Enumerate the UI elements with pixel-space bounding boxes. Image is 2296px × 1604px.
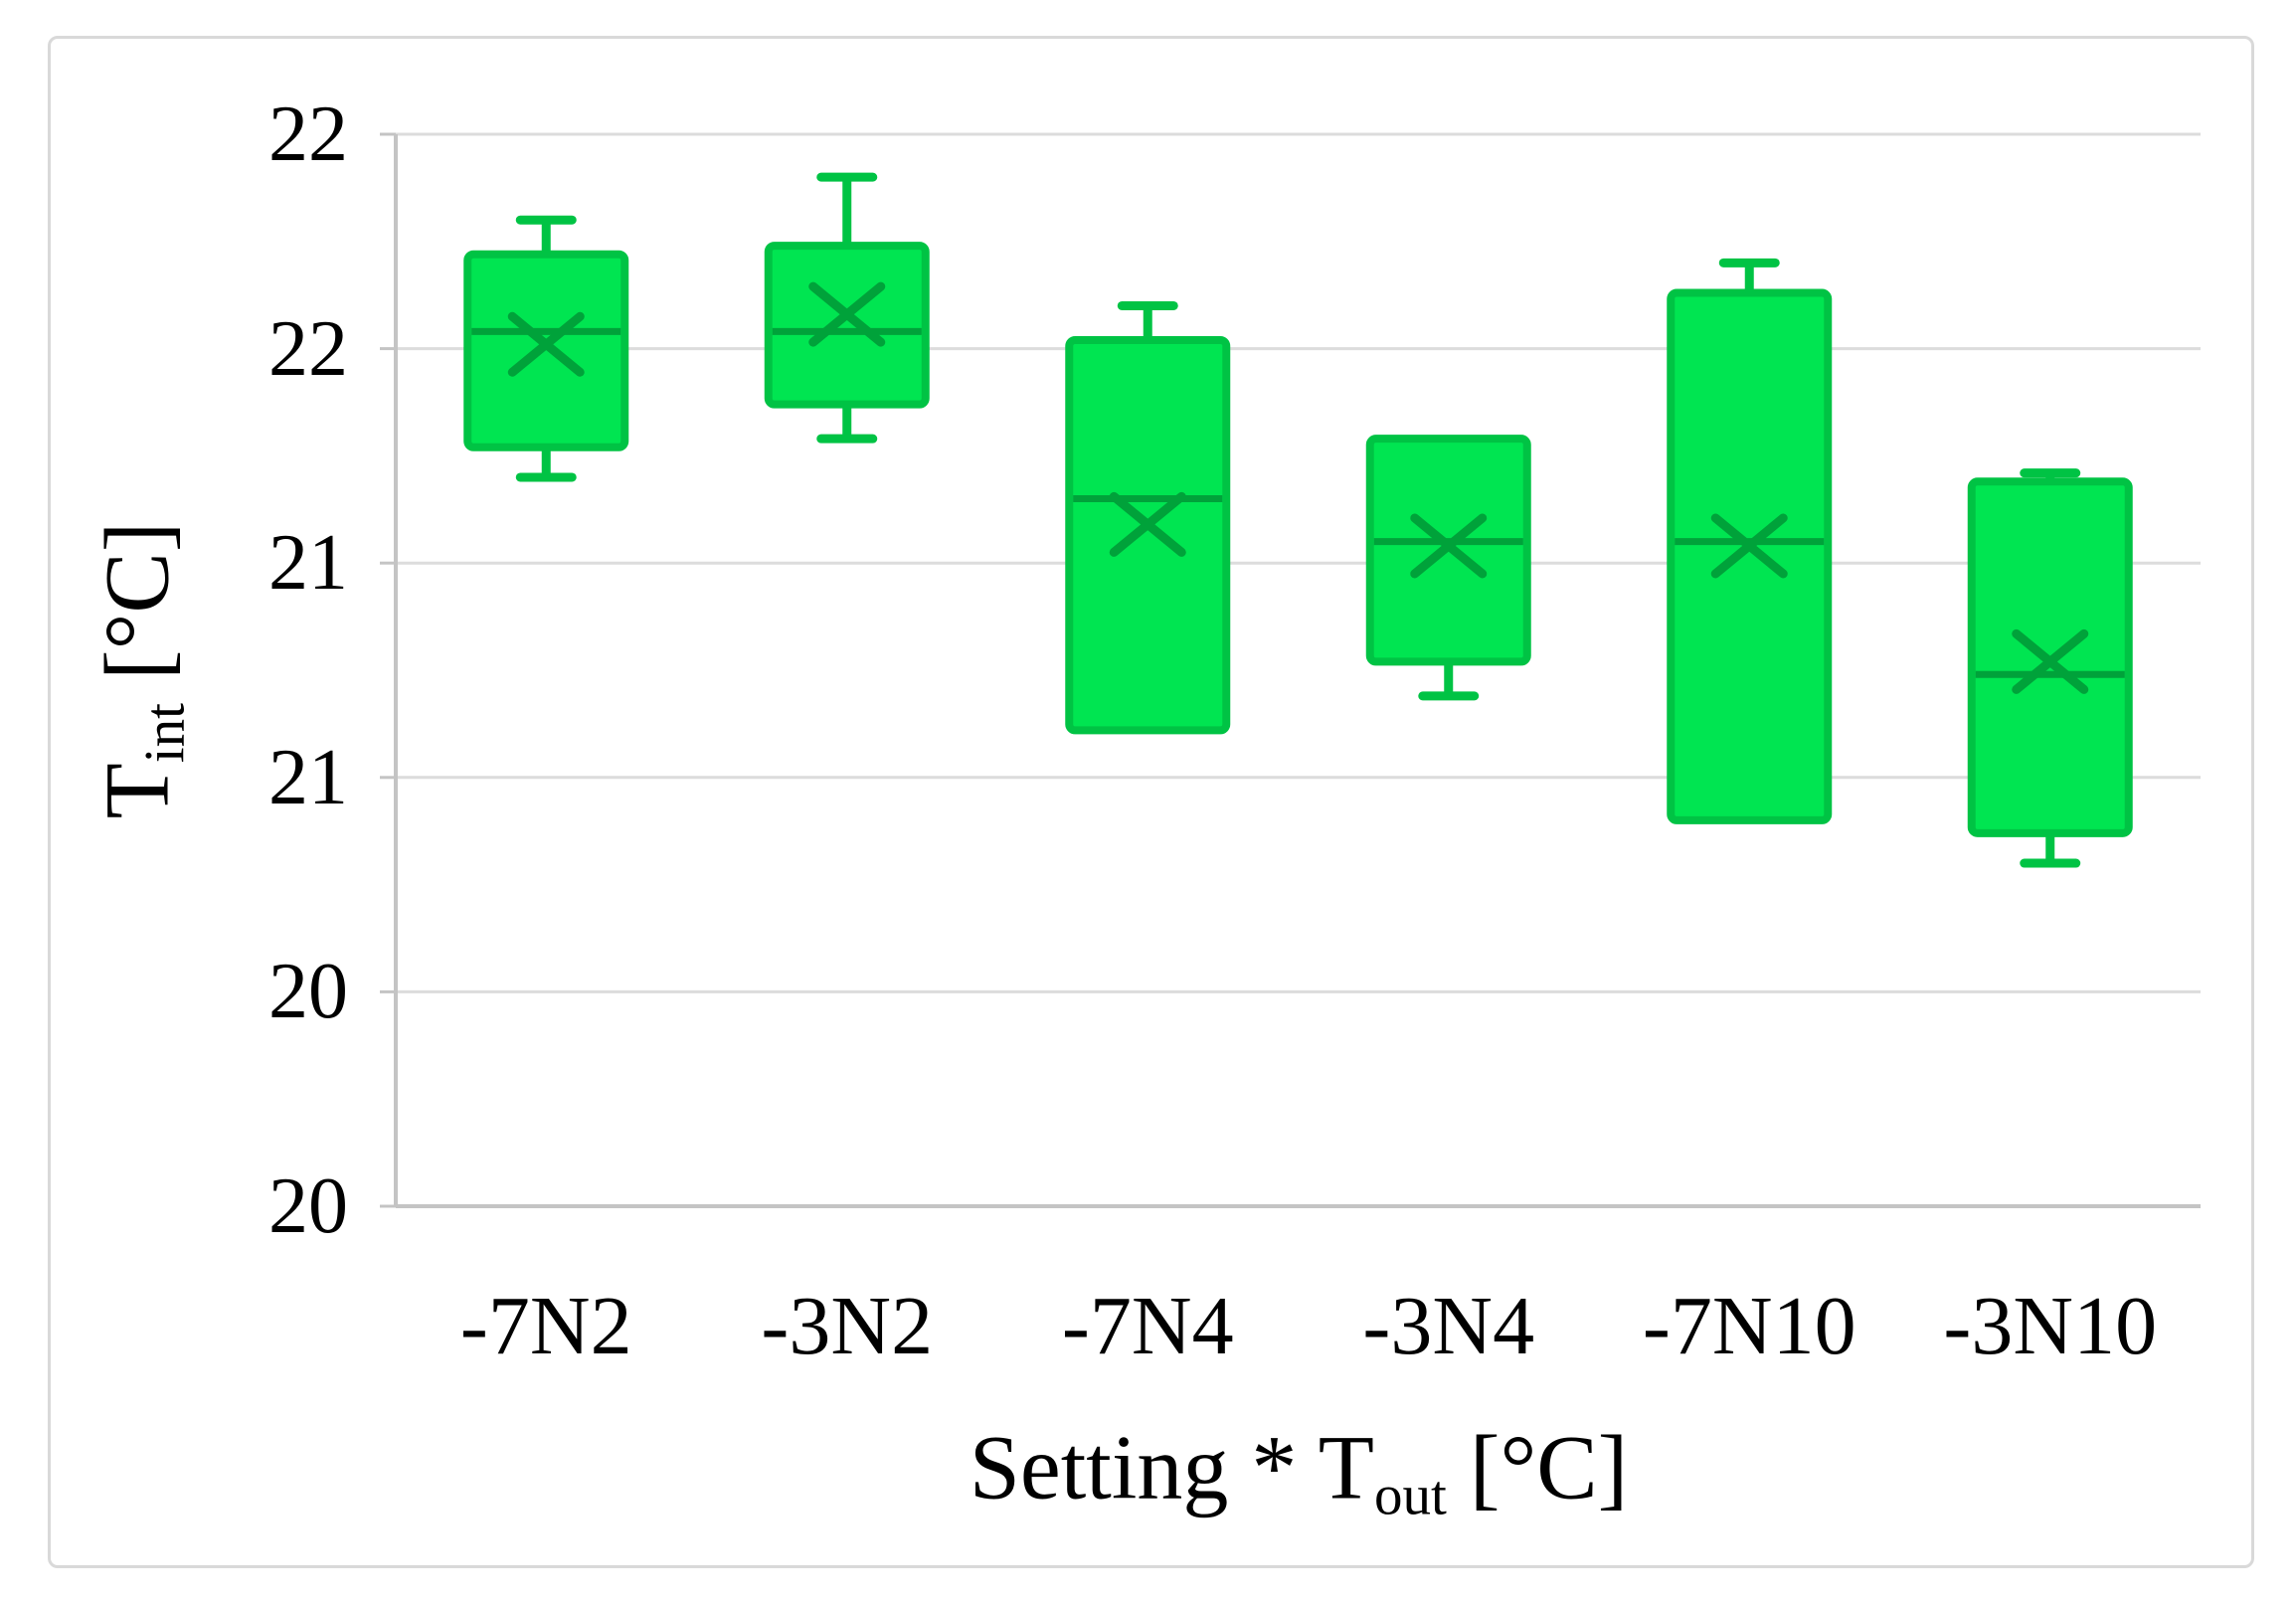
x-tick-label: -3N10 <box>1943 1280 2158 1372</box>
x-axis-title-base: Setting * T <box>969 1416 1374 1518</box>
iqr-box <box>1667 288 1833 824</box>
iqr-box <box>764 242 930 409</box>
mean-x-marker <box>2012 628 2089 694</box>
chart-frame <box>48 36 2254 1568</box>
y-tick-label: 21 <box>268 519 348 608</box>
x-tick-label: -3N2 <box>761 1280 934 1372</box>
y-axis-title: Tint [°C] <box>86 521 216 819</box>
x-axis-title: Setting * Tout [°C] <box>970 1418 1629 1546</box>
mean-x-marker <box>1109 491 1186 557</box>
box-group <box>1065 300 1231 735</box>
iqr-box <box>463 250 629 451</box>
y-axis-title-base: T <box>86 763 188 819</box>
gridlines <box>396 132 2201 1208</box>
box-group <box>764 172 930 444</box>
iqr-box <box>1065 335 1231 735</box>
box-group <box>1967 468 2133 868</box>
mean-x-marker <box>507 311 585 377</box>
y-tick-label: 22 <box>268 90 348 178</box>
x-axis-title-unit: [°C] <box>1446 1416 1629 1518</box>
mean-x-marker <box>808 281 886 347</box>
x-tick-label: -7N10 <box>1642 1280 1856 1372</box>
box-group <box>1365 435 1531 701</box>
y-tick-label: 20 <box>268 1162 348 1250</box>
y-axis-title-subscript: int <box>133 703 197 764</box>
y-axis-title-unit: [°C] <box>86 521 188 704</box>
y-tick-label: 22 <box>268 304 348 393</box>
y-tick-label: 21 <box>268 733 348 821</box>
box-series <box>463 172 2133 868</box>
box-group <box>1667 258 1833 824</box>
x-tick-label: -3N4 <box>1362 1280 1535 1372</box>
x-tick-label: -7N2 <box>459 1280 632 1372</box>
mean-x-marker <box>1710 513 1788 579</box>
x-tick-label: -7N4 <box>1061 1280 1234 1372</box>
axis-lines <box>380 132 2201 1208</box>
y-tick-label: 20 <box>268 948 348 1036</box>
box-group <box>463 215 629 482</box>
x-axis-title-subscript: out <box>1373 1464 1447 1527</box>
mean-x-marker <box>1410 513 1488 579</box>
